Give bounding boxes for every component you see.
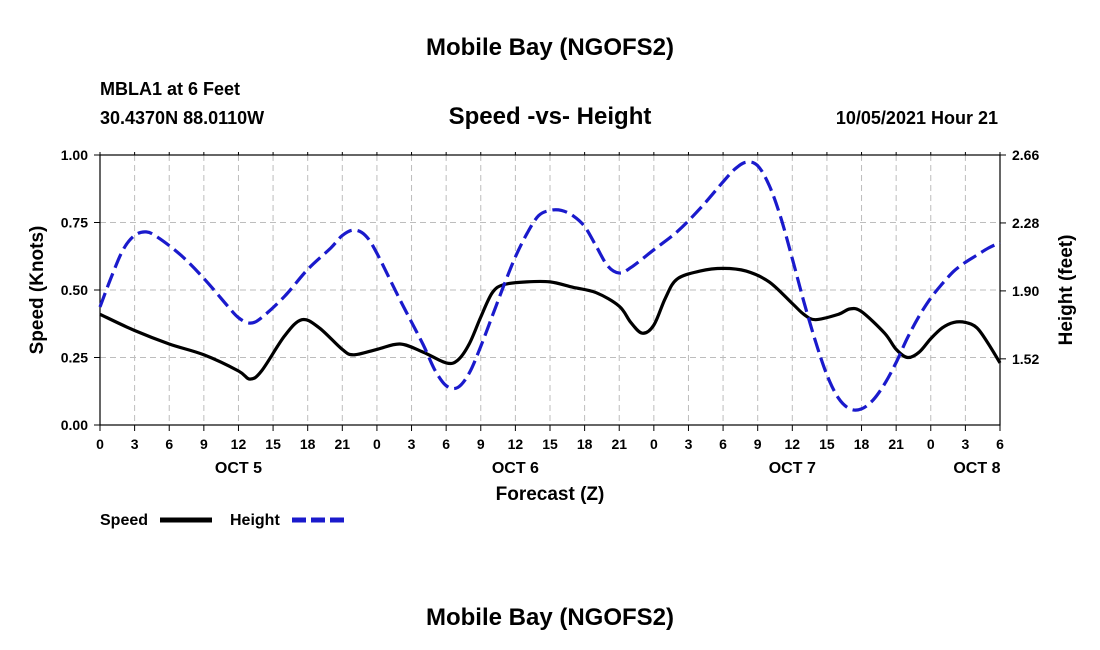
x-tick-label: 12: [785, 436, 801, 452]
y-left-tick-label: 0.00: [61, 417, 88, 433]
x-tick-label: 18: [577, 436, 593, 452]
x-day-label: OCT 7: [769, 460, 816, 477]
x-tick-label: 6: [719, 436, 727, 452]
x-tick-label: 12: [508, 436, 524, 452]
legend: Speed Height: [100, 512, 344, 529]
station-label: MBLA1 at 6 Feet: [100, 79, 240, 99]
x-tick-label: 0: [927, 436, 935, 452]
x-tick-label: 0: [650, 436, 658, 452]
height-series-line: [98, 160, 1001, 412]
x-tick-label: 9: [754, 436, 762, 452]
speed-series-line: [99, 266, 1002, 381]
forecast-datetime: 10/05/2021 Hour 21: [836, 108, 998, 128]
x-day-label: OCT 6: [492, 460, 539, 477]
y-left-tick-label: 0.75: [61, 215, 88, 231]
y-right-tick-label: 2.66: [1012, 147, 1039, 163]
x-tick-label: 6: [996, 436, 1004, 452]
data-series: [98, 160, 1002, 412]
y-right-tick-label: 1.52: [1012, 351, 1039, 367]
x-tick-label: 18: [854, 436, 870, 452]
legend-height-label: Height: [230, 512, 280, 529]
y-left-tick-label: 0.50: [61, 282, 88, 298]
x-tick-label: 21: [335, 436, 351, 452]
x-tick-label: 3: [131, 436, 139, 452]
x-day-label: OCT 5: [215, 460, 262, 477]
top-title: Mobile Bay (NGOFS2): [426, 34, 674, 61]
y-left-tick-label: 1.00: [61, 147, 88, 163]
x-tick-label: 21: [888, 436, 904, 452]
grid-lines: [100, 155, 1000, 425]
x-tick-label: 6: [165, 436, 173, 452]
station-coords: 30.4370N 88.0110W: [100, 108, 264, 128]
x-tick-label: 3: [961, 436, 969, 452]
x-tick-label: 9: [477, 436, 485, 452]
x-tick-label: 15: [542, 436, 558, 452]
y-right-tick-label: 2.28: [1012, 215, 1039, 231]
chart-title: Speed -vs- Height: [449, 103, 652, 130]
x-axis-label: Forecast (Z): [496, 484, 605, 505]
y-axis-right-label: Height (feet): [1056, 235, 1077, 346]
x-tick-label: 0: [373, 436, 381, 452]
x-tick-label: 15: [265, 436, 281, 452]
y-left-tick-label: 0.25: [61, 350, 88, 366]
x-tick-label: 3: [408, 436, 416, 452]
bottom-title: Mobile Bay (NGOFS2): [426, 604, 674, 631]
x-tick-label: 18: [300, 436, 316, 452]
y-right-tick-label: 1.90: [1012, 283, 1039, 299]
axis-ticks: 0.00 0.25 0.50 0.75 1.00 1.52 1.90 2.28 2.66 0 3 6 9…: [61, 147, 1040, 477]
x-tick-label: 0: [96, 436, 104, 452]
x-tick-label: 12: [231, 436, 247, 452]
x-tick-label: 3: [685, 436, 693, 452]
x-tick-label: 15: [819, 436, 835, 452]
x-tick-label: 9: [200, 436, 208, 452]
y-axis-left-label: Speed (Knots): [27, 226, 48, 355]
legend-speed-label: Speed: [100, 512, 148, 529]
x-tick-label: 21: [611, 436, 627, 452]
x-tick-label: 6: [442, 436, 450, 452]
x-day-label: OCT 8: [953, 460, 1000, 477]
